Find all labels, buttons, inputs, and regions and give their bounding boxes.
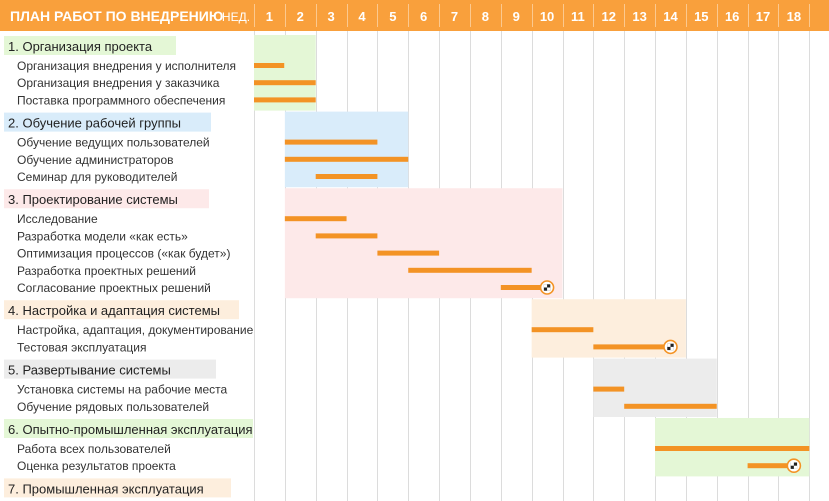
task-bar <box>284 156 409 162</box>
task-label: Оптимизация процессов («как будет») <box>17 247 230 261</box>
task-label: Семинар для руководителей <box>17 170 177 184</box>
phase-label-bg <box>4 189 209 209</box>
task-bar <box>377 250 440 256</box>
week-headers: 1 2 3 4 5 6 7 8 9 10 11 12 13 14 15 16 17 18 <box>254 4 810 27</box>
phase-label-bg <box>4 478 231 498</box>
milestone-flag-icon <box>786 458 802 474</box>
task-label: Обучение администраторов <box>17 153 174 167</box>
task-label: Организация внедрения у заказчика <box>17 76 220 90</box>
phase-label-bg <box>4 419 253 438</box>
task-bar <box>500 285 548 290</box>
task-bar <box>593 386 625 392</box>
task-label: Работа всех пользователей <box>17 442 171 456</box>
milestone-flag-icon <box>663 339 678 355</box>
week-label: НЕД. <box>222 10 250 24</box>
phase-label: 7. Промышленная эксплуатация <box>8 481 204 496</box>
week-number: 18 <box>787 9 801 24</box>
phase-label-bg <box>4 112 211 132</box>
task-label: Обучение рядовых пользователей <box>17 400 209 414</box>
task-label: Настройка, адаптация, документирование <box>17 323 254 337</box>
task-bar <box>254 63 285 68</box>
phase-label: 3. Проектирование системы <box>8 192 178 207</box>
task-bar <box>655 446 810 451</box>
task-bar <box>408 267 532 273</box>
phase-group: 1. Организация проекта Организация внедре… <box>4 35 316 111</box>
week-number: 4 <box>358 9 366 24</box>
week-number: 5 <box>389 9 396 24</box>
task-bar <box>747 463 794 469</box>
task-bar <box>284 216 347 222</box>
phase-rows: 1. Организация проекта Организация внедре… <box>4 35 810 498</box>
phase-label-bg <box>4 359 216 379</box>
week-number: 17 <box>756 9 770 24</box>
task-label: Оценка результатов проекта <box>17 459 176 473</box>
task-label: Поставка программного обеспечения <box>17 93 225 107</box>
week-number: 3 <box>328 9 335 24</box>
task-label: Разработка модели «как есть» <box>17 229 188 243</box>
task-label: Исследование <box>17 212 98 226</box>
phase-label: 6. Опытно-промышленная эксплуатация <box>8 422 253 437</box>
task-bar <box>315 174 378 179</box>
phase-label: 4. Настройка и адаптация системы <box>8 303 220 318</box>
week-number: 10 <box>540 9 554 24</box>
task-label: Обучение ведущих пользователей <box>17 136 210 150</box>
task-bar <box>284 139 378 145</box>
phase-label-bg <box>4 300 239 320</box>
task-bar <box>254 97 316 103</box>
week-number: 7 <box>451 9 458 24</box>
week-number: 16 <box>725 9 739 24</box>
phase-label: 1. Организация проекта <box>8 39 153 54</box>
task-bar <box>254 80 316 86</box>
phase-label: 5. Развертывание системы <box>8 363 171 378</box>
week-number: 15 <box>694 9 708 24</box>
milestone-flag-icon <box>539 280 555 295</box>
task-label: Разработка проектных решений <box>17 264 196 278</box>
week-number: 9 <box>513 9 520 24</box>
week-number: 1 <box>266 9 273 24</box>
phase-group: 6. Опытно-промышленная эксплуатация Работ… <box>4 418 810 477</box>
phase-group: 5. Развертывание системы Установка систем… <box>4 358 717 417</box>
week-number: 6 <box>420 9 427 24</box>
task-bar <box>315 233 378 239</box>
week-number: 2 <box>297 9 304 24</box>
task-label: Тестовая эксплуатация <box>17 340 147 354</box>
phase-group: 3. Проектирование системы Исследование Раз… <box>4 188 563 299</box>
chart-title: ПЛАН РАБОТ ПО ВНЕДРЕНИЮ <box>10 8 223 24</box>
task-label: Организация внедрения у исполнителя <box>17 59 236 73</box>
week-number: 12 <box>602 9 616 24</box>
week-number: 11 <box>571 9 585 24</box>
task-bar <box>531 327 594 333</box>
task-label: Установка системы на рабочие места <box>17 383 228 397</box>
task-bar <box>593 344 671 350</box>
week-number: 14 <box>663 9 678 24</box>
phase-span <box>284 188 563 299</box>
header-bar <box>0 0 829 31</box>
phase-group: 4. Настройка и адаптация системы Настройк… <box>4 299 686 358</box>
task-bar <box>624 403 717 409</box>
phase-group: 2. Обучение рабочей группы Обучение ведущ… <box>4 111 409 188</box>
week-number: 13 <box>632 9 646 24</box>
phase-label: 2. Обучение рабочей группы <box>8 116 181 131</box>
task-label: Согласование проектных решений <box>17 281 211 295</box>
phase-label-bg <box>4 36 176 55</box>
phase-group: 7. Промышленная эксплуатация <box>4 478 231 498</box>
week-number: 8 <box>482 9 489 24</box>
